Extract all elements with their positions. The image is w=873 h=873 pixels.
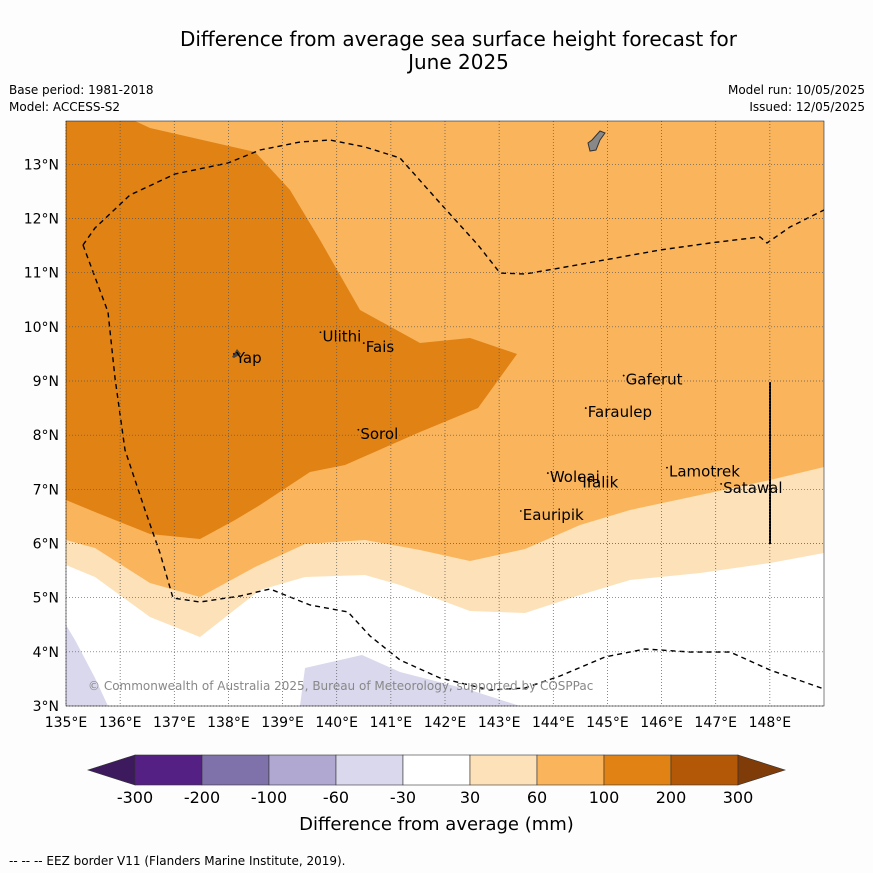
place-label: Eauripik [523, 506, 584, 524]
place-marker [720, 483, 723, 485]
colorbar: -300 -200 -100 -60 -30 30 60 100 200 300 [87, 754, 786, 807]
model-run: Model run: 10/05/2025 [727, 83, 865, 97]
x-tick-label: 145°E [586, 715, 629, 731]
x-tick-label: 140°E [315, 715, 358, 731]
x-tick-label: 139°E [261, 715, 304, 731]
place-marker [232, 353, 235, 355]
colorbar-segment [201, 754, 270, 786]
y-tick-label: 13°N [24, 157, 59, 173]
colorbar-title: Difference from average (mm) [299, 814, 574, 835]
y-axis-ticks: 3°N 4°N 5°N 6°N 7°N 8°N 9°N 10°N 11°N 12°N 13°N [24, 157, 59, 715]
colorbar-tick-label: -200 [184, 788, 220, 807]
place-marker [357, 428, 360, 431]
eez-border-north [82, 139, 824, 275]
y-tick-label: 9°N [33, 374, 59, 390]
band-neg-30-60-bottom [300, 655, 520, 706]
y-tick-label: 8°N [33, 428, 59, 444]
eez-footnote: -- -- -- EEZ border V11 (Flanders Marine… [9, 854, 346, 868]
y-tick-label: 6°N [33, 537, 59, 553]
colorbar-tick-label: 30 [460, 788, 480, 807]
map-title: Difference from average sea surface heig… [0, 28, 873, 74]
colorbar-segment [134, 754, 203, 786]
x-axis-ticks: 135°E 136°E 137°E 138°E 139°E 140°E 141°E 142°E… [45, 715, 791, 731]
place-label: Gaferut [626, 371, 683, 389]
place-label: Sorol [360, 425, 398, 443]
x-tick-label: 137°E [153, 715, 196, 731]
x-tick-label: 144°E [532, 715, 575, 731]
x-tick-label: 135°E [45, 715, 88, 731]
guam-island [587, 130, 606, 152]
place-marker [519, 510, 522, 512]
x-tick-label: 142°E [424, 715, 467, 731]
place-label: Satawal [723, 479, 782, 497]
colorbar-tick-label: 60 [527, 788, 547, 807]
colorbar-tick-label: -100 [251, 788, 287, 807]
place-marker [362, 342, 365, 344]
colorbar-arrow-low [87, 754, 136, 786]
place-marker [579, 477, 582, 480]
x-tick-label: 146°E [640, 715, 683, 731]
x-tick-label: 147°E [694, 715, 737, 731]
place-marker [666, 466, 668, 469]
colorbar-segment [603, 754, 672, 786]
colorbar-segment [469, 754, 538, 786]
place-label: Yap [235, 349, 262, 367]
colorbar-arrow-high [737, 754, 786, 786]
base-period: Base period: 1981-2018 [9, 83, 154, 97]
colorbar-segment [670, 754, 739, 786]
colorbar-tick-label: -60 [323, 788, 349, 807]
x-tick-label: 148°E [749, 715, 792, 731]
y-tick-label: 3°N [33, 699, 59, 715]
y-tick-label: 5°N [33, 591, 59, 607]
colorbar-tick-label: -30 [390, 788, 416, 807]
colorbar-tick-label: 100 [589, 788, 620, 807]
y-tick-label: 11°N [24, 266, 59, 282]
x-tick-label: 138°E [207, 715, 250, 731]
place-labels: Yap Ulithi Fais Sorol Gaferut Faraulep WoleaiI… [232, 327, 783, 524]
colorbar-tick-label: 200 [656, 788, 687, 807]
y-tick-label: 10°N [24, 320, 59, 336]
plot-frame [65, 120, 825, 707]
yap-island [232, 349, 241, 358]
colorbar-segment [335, 754, 404, 786]
place-marker [622, 374, 625, 377]
place-label: Ulithi [322, 327, 361, 345]
copyright-notice: © Commonwealth of Australia 2025, Bureau… [88, 679, 594, 693]
place-label: Ifalik [582, 474, 618, 492]
eez-border-west [82, 244, 824, 691]
band-100-200 [66, 121, 517, 539]
issued-date: Issued: 12/05/2025 [749, 100, 865, 114]
place-label: Woleai [550, 468, 600, 486]
place-label: Fais [366, 338, 395, 356]
band-neg-30-60-left [66, 625, 108, 706]
colorbar-tick-label: -300 [117, 788, 153, 807]
x-tick-label: 141°E [370, 715, 413, 731]
y-tick-label: 12°N [24, 212, 59, 228]
model-name: Model: ACCESS-S2 [9, 100, 121, 114]
colorbar-tick-label: 300 [723, 788, 754, 807]
place-marker [546, 472, 549, 474]
map-title-line2: June 2025 [408, 50, 509, 74]
place-label: Faraulep [588, 403, 652, 421]
colorbar-segment [536, 754, 605, 786]
map-title-line1: Difference from average sea surface heig… [179, 27, 738, 51]
colorbar-segment [268, 754, 337, 786]
y-tick-label: 7°N [33, 482, 59, 498]
x-tick-label: 143°E [478, 715, 521, 731]
place-marker [319, 331, 322, 334]
place-marker [584, 407, 587, 409]
colorbar-segment [402, 754, 471, 786]
x-tick-label: 136°E [99, 715, 142, 731]
y-tick-label: 4°N [33, 645, 59, 661]
place-label: Lamotrek [669, 463, 740, 481]
